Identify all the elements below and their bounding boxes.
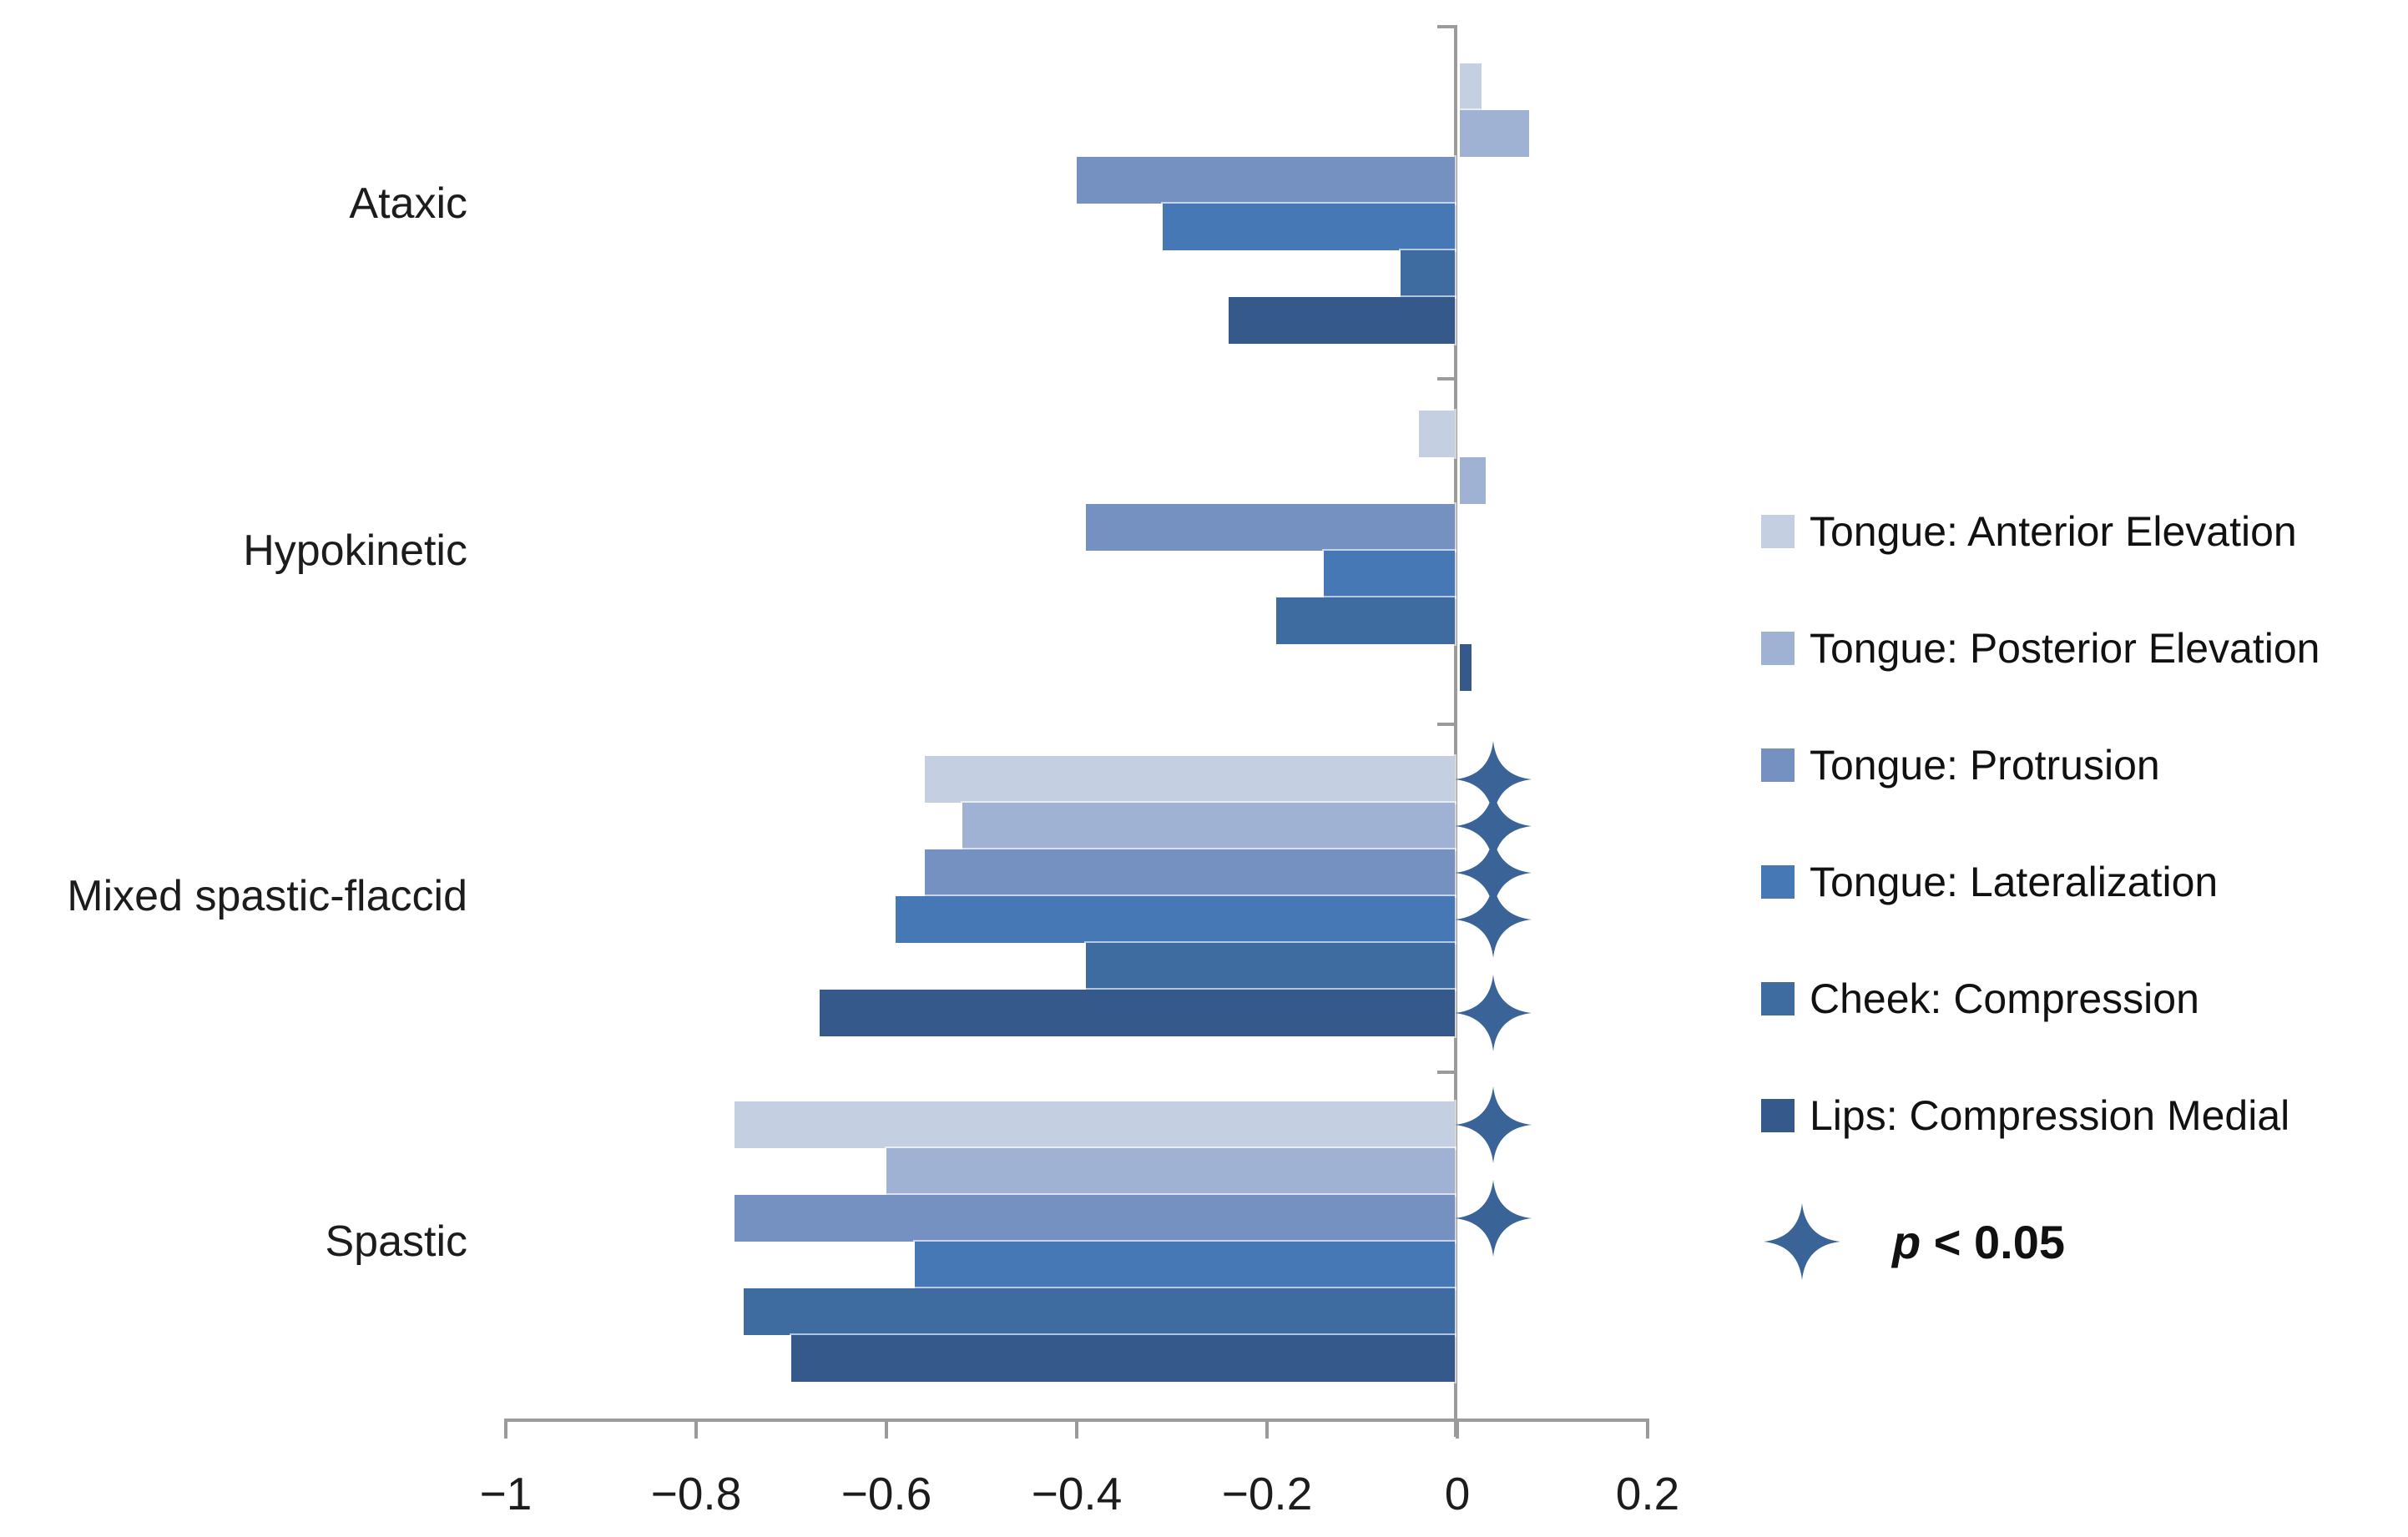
bar xyxy=(1077,157,1455,204)
bar xyxy=(791,1335,1455,1382)
bar xyxy=(734,1101,1455,1148)
category-label-hypokinetic: Hypokinetic xyxy=(243,527,467,575)
legend-swatch-icon xyxy=(1761,982,1795,1015)
bar xyxy=(1419,411,1455,457)
y-axis-line xyxy=(1454,25,1457,1437)
legend-item-label: Tongue: Anterior Elevation xyxy=(1810,508,2297,555)
bar xyxy=(1229,297,1455,344)
bar xyxy=(1460,457,1487,504)
category-label-spastic: Spastic xyxy=(325,1217,467,1266)
x-axis-tick-label: −0.6 xyxy=(841,1468,932,1519)
p-symbol: p xyxy=(1892,1215,1921,1268)
bar xyxy=(1460,110,1529,157)
legend-item-label: Cheek: Compression xyxy=(1810,975,2199,1022)
y-axis-boundary-tick xyxy=(1437,377,1454,380)
bar xyxy=(886,1148,1455,1195)
y-axis-boundary-tick xyxy=(1437,723,1454,726)
x-axis-tick xyxy=(885,1422,888,1439)
bar xyxy=(924,849,1455,896)
legend-item: Tongue: Anterior Elevation xyxy=(1761,502,2297,561)
legend-item-label: Tongue: Posterior Elevation xyxy=(1810,625,2320,672)
x-axis-tick xyxy=(694,1422,698,1439)
x-axis-tick-label: −0.4 xyxy=(1031,1468,1123,1519)
legend-swatch-icon xyxy=(1761,748,1795,782)
significance-note: p < 0.05 xyxy=(1764,1200,2065,1283)
bar xyxy=(896,896,1455,943)
bar xyxy=(820,990,1455,1036)
p-significant-star-icon xyxy=(1455,975,1532,1051)
category-label-ataxic: Ataxic xyxy=(349,179,467,228)
bar xyxy=(1324,551,1455,597)
p-significant-star-icon xyxy=(1455,834,1532,911)
bar xyxy=(915,1242,1455,1288)
bar xyxy=(1086,504,1455,551)
legend-item-label: Tongue: Protrusion xyxy=(1810,742,2160,789)
x-axis-tick-label: 0.2 xyxy=(1615,1468,1680,1519)
x-axis-tick-label: −1 xyxy=(479,1468,533,1519)
legend-item-label: Tongue: Lateralization xyxy=(1810,859,2219,905)
p-significant-star-icon xyxy=(1455,881,1532,958)
x-axis-tick xyxy=(1265,1422,1269,1439)
legend-swatch-icon xyxy=(1761,632,1795,665)
legend-item: Lips: Compression Medial xyxy=(1761,1086,2289,1145)
legend-item: Tongue: Protrusion xyxy=(1761,736,2160,794)
category-label-mixed-spastic-flaccid: Mixed spastic-flaccid xyxy=(67,872,467,920)
p-significant-star-icon xyxy=(1455,1180,1532,1257)
x-axis-tick-label: −0.8 xyxy=(650,1468,742,1519)
legend-item: Tongue: Lateralization xyxy=(1761,853,2218,911)
bar xyxy=(1460,63,1482,110)
legend-item: Tongue: Posterior Elevation xyxy=(1761,619,2320,678)
p-significant-star-icon xyxy=(1455,741,1532,818)
p-significant-star-icon xyxy=(1455,1086,1532,1163)
bar xyxy=(1400,250,1455,297)
p-threshold: < 0.05 xyxy=(1921,1215,2066,1268)
legend-item-label: Lips: Compression Medial xyxy=(1810,1092,2290,1139)
y-axis-boundary-tick xyxy=(1437,1071,1454,1074)
bar xyxy=(924,756,1455,803)
legend-swatch-icon xyxy=(1761,865,1795,899)
four-point-star-icon xyxy=(1764,1203,1840,1280)
x-axis-tick-label: −0.2 xyxy=(1221,1468,1313,1519)
x-axis-tick xyxy=(504,1422,507,1439)
bar xyxy=(1276,597,1455,644)
p-significant-star-icon xyxy=(1455,788,1532,864)
x-axis-tick xyxy=(1075,1422,1078,1439)
legend-swatch-icon xyxy=(1761,515,1795,548)
legend-swatch-icon xyxy=(1761,1099,1795,1132)
bar xyxy=(1162,204,1455,250)
bar xyxy=(1086,943,1455,990)
y-axis-boundary-tick xyxy=(1437,25,1454,28)
x-axis-tick xyxy=(1456,1422,1459,1439)
x-axis-tick xyxy=(1646,1422,1649,1439)
legend-item: Cheek: Compression xyxy=(1761,970,2199,1028)
bar xyxy=(734,1195,1455,1242)
bar xyxy=(962,803,1455,849)
x-axis-line xyxy=(504,1419,1649,1422)
x-axis-tick-label: 0 xyxy=(1444,1468,1471,1519)
bar xyxy=(1460,644,1472,691)
bar xyxy=(744,1288,1455,1335)
significance-note-label: p < 0.05 xyxy=(1892,1215,2065,1269)
